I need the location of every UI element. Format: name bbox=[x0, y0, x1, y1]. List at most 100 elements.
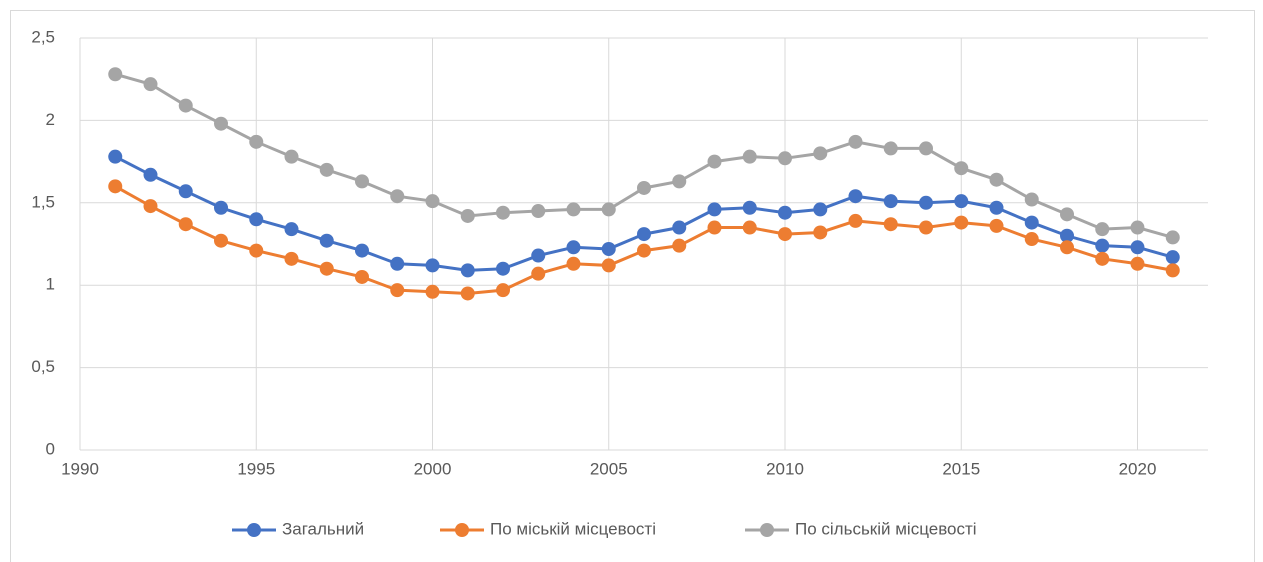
x-tick-label: 2000 bbox=[414, 459, 452, 478]
data-point bbox=[214, 233, 228, 248]
data-point bbox=[284, 222, 299, 237]
data-point bbox=[178, 217, 193, 232]
data-point bbox=[989, 172, 1004, 187]
data-point bbox=[954, 215, 969, 230]
data-point bbox=[390, 283, 405, 298]
legend-label: Загальний bbox=[282, 519, 364, 538]
y-tick-label: 1 bbox=[46, 275, 55, 294]
data-point bbox=[954, 194, 969, 209]
data-point bbox=[1130, 256, 1145, 271]
data-point bbox=[566, 240, 581, 255]
data-point bbox=[707, 154, 722, 169]
data-point bbox=[601, 241, 616, 256]
data-point bbox=[108, 149, 123, 164]
data-point bbox=[143, 199, 158, 214]
x-tick-label: 1990 bbox=[61, 459, 99, 478]
data-point bbox=[566, 202, 581, 217]
data-point bbox=[1024, 232, 1039, 247]
data-point bbox=[1024, 215, 1039, 230]
data-point bbox=[460, 263, 475, 278]
data-point bbox=[1024, 192, 1039, 207]
data-point bbox=[496, 205, 510, 220]
data-point bbox=[1095, 238, 1110, 253]
data-point bbox=[284, 149, 299, 164]
data-point bbox=[672, 174, 687, 189]
data-point bbox=[954, 161, 969, 176]
data-point bbox=[1165, 230, 1180, 245]
data-point bbox=[883, 141, 898, 156]
data-point bbox=[249, 212, 264, 227]
data-point bbox=[919, 141, 933, 156]
data-point bbox=[249, 243, 264, 258]
data-point bbox=[425, 284, 440, 299]
y-tick-label: 0 bbox=[46, 439, 55, 458]
data-point bbox=[531, 266, 546, 281]
x-tick-label: 2010 bbox=[766, 459, 804, 478]
x-tick-label: 2020 bbox=[1119, 459, 1157, 478]
x-tick-label: 2005 bbox=[590, 459, 628, 478]
y-tick-label: 1,5 bbox=[31, 192, 55, 211]
data-point bbox=[214, 200, 228, 215]
y-tick-label: 2,5 bbox=[31, 27, 55, 46]
data-point bbox=[531, 204, 546, 219]
data-point bbox=[1060, 228, 1074, 243]
data-point bbox=[319, 261, 334, 276]
data-point bbox=[778, 227, 792, 242]
data-point bbox=[390, 256, 405, 271]
data-point bbox=[601, 202, 616, 217]
data-point bbox=[108, 179, 123, 194]
data-point bbox=[390, 189, 405, 204]
data-point bbox=[742, 200, 757, 215]
data-point bbox=[989, 218, 1004, 233]
data-point bbox=[355, 269, 369, 284]
data-point bbox=[989, 200, 1004, 215]
x-tick-label: 2015 bbox=[942, 459, 980, 478]
data-point bbox=[1165, 263, 1180, 278]
data-point bbox=[319, 162, 334, 177]
data-point bbox=[919, 220, 933, 235]
data-point bbox=[355, 174, 369, 189]
data-point bbox=[1060, 240, 1074, 255]
data-point bbox=[778, 205, 792, 220]
data-point bbox=[672, 220, 687, 235]
data-point bbox=[813, 225, 828, 240]
data-point bbox=[601, 258, 616, 273]
legend-label: По сільській місцевості bbox=[795, 519, 977, 538]
data-point bbox=[319, 233, 334, 248]
legend-marker bbox=[760, 523, 774, 537]
data-point bbox=[778, 151, 792, 166]
data-point bbox=[566, 256, 581, 271]
data-point bbox=[1130, 220, 1145, 235]
y-tick-label: 2 bbox=[46, 110, 55, 129]
data-point bbox=[848, 134, 863, 149]
data-point bbox=[1165, 250, 1180, 265]
chart-border bbox=[10, 10, 1255, 562]
data-point bbox=[742, 149, 757, 164]
data-point bbox=[813, 146, 828, 161]
data-point bbox=[531, 248, 546, 263]
data-point bbox=[355, 243, 369, 258]
data-point bbox=[707, 220, 722, 235]
data-point bbox=[143, 167, 158, 182]
data-point bbox=[425, 194, 440, 209]
data-point bbox=[637, 243, 651, 258]
data-point bbox=[637, 180, 651, 195]
data-point bbox=[813, 202, 828, 217]
data-point bbox=[1130, 240, 1145, 255]
data-point bbox=[848, 213, 863, 228]
data-point bbox=[425, 258, 440, 273]
legend-marker bbox=[455, 523, 469, 537]
data-point bbox=[214, 116, 228, 131]
data-point bbox=[284, 251, 299, 266]
data-point bbox=[707, 202, 722, 217]
data-point bbox=[919, 195, 933, 210]
data-point bbox=[249, 134, 264, 149]
data-point bbox=[496, 283, 510, 298]
data-point bbox=[637, 227, 651, 242]
data-point bbox=[1095, 222, 1110, 237]
data-point bbox=[460, 286, 475, 301]
data-point bbox=[672, 238, 687, 253]
data-point bbox=[1095, 251, 1110, 266]
data-point bbox=[742, 220, 757, 235]
